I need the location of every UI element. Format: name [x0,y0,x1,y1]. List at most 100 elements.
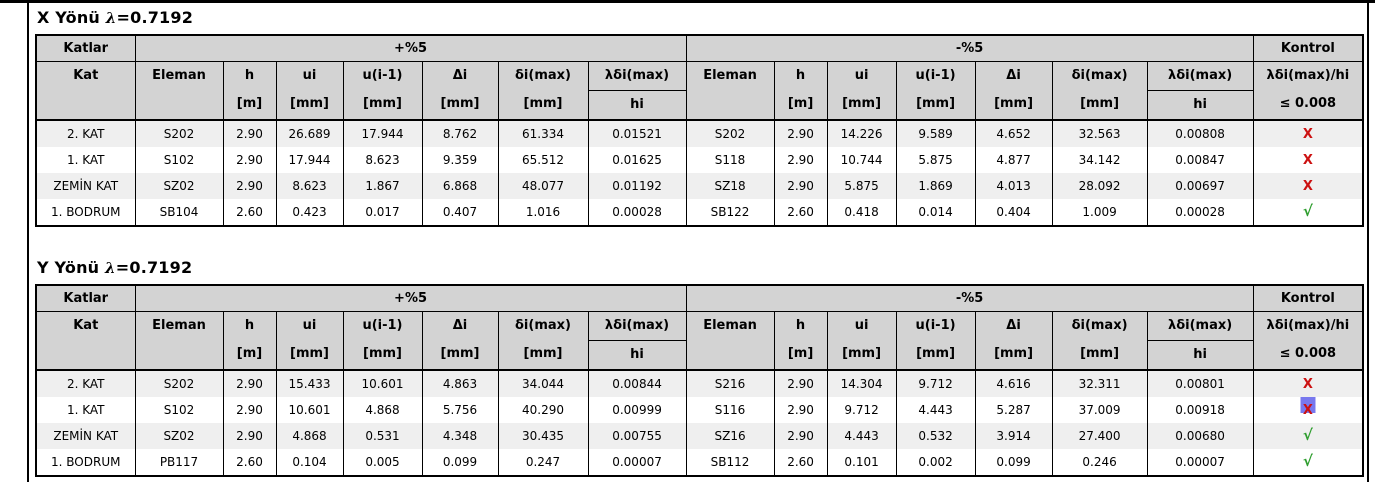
header-uprev-plus: u(i-1) [mm] [342,311,423,371]
value-cell: 0.00999 [587,397,687,423]
header-kat: Kat [35,311,136,371]
header-kontrol: Kontrol [1252,285,1364,312]
value-cell: 4.868 [342,397,423,423]
table-row: 1. KAT S102 2.90 17.944 8.623 9.359 65.5… [35,147,1364,173]
value-cell: 0.247 [497,449,589,476]
kat-cell: ZEMİN KAT [35,173,136,199]
value-cell: 5.756 [421,397,499,423]
kat-cell: 2. KAT [35,120,136,147]
kat-cell: 2. KAT [35,370,136,397]
value-cell: 2.90 [773,120,828,147]
value-cell: 15.433 [275,370,344,397]
value-cell: 2.90 [222,397,277,423]
value-cell: 9.712 [895,370,976,397]
header-ui-plus: ui [mm] [275,311,344,371]
eleman-cell: SB122 [685,199,775,226]
value-cell: 32.311 [1051,370,1148,397]
value-cell: 4.348 [421,423,499,449]
value-cell: 0.017 [342,199,423,226]
value-cell: 27.400 [1051,423,1148,449]
header-katlar: Katlar [35,285,136,312]
kontrol-cell: X [1252,397,1364,423]
header-h-minus: h [m] [773,61,828,121]
table-row: ZEMİN KAT SZ02 2.90 8.623 1.867 6.868 48… [35,173,1364,199]
value-cell: 4.013 [974,173,1053,199]
kat-cell: 1. KAT [35,147,136,173]
value-cell: 0.01625 [587,147,687,173]
header-eleman-minus: Eleman [685,311,775,371]
header-kontrol-formula: λδi(max)/hi ≤ 0.008 [1252,61,1364,121]
value-cell: 5.875 [895,147,976,173]
pass-check-mark: √ [1302,452,1313,470]
header-kontrol-formula: λδi(max)/hi ≤ 0.008 [1252,311,1364,371]
value-cell: 0.00028 [587,199,687,226]
header-ui-minus: ui [mm] [826,61,897,121]
eleman-cell: S102 [134,397,224,423]
header-delta-i-minus: Δi [mm] [974,311,1053,371]
kontrol-cell: X [1252,370,1364,397]
title-value: =0.7192 [116,8,194,27]
value-cell: 0.246 [1051,449,1148,476]
table-row: 1. KAT S102 2.90 10.601 4.868 5.756 40.2… [35,397,1364,423]
value-cell: 6.868 [421,173,499,199]
value-cell: 5.287 [974,397,1053,423]
value-cell: 0.104 [275,449,344,476]
kontrol-cell: √ [1252,423,1364,449]
value-cell: 9.712 [826,397,897,423]
title-value: =0.7192 [115,258,193,277]
value-cell: 2.90 [222,423,277,449]
selection-highlight [1300,397,1316,413]
header-delta-i-max-plus: δi(max) [mm] [497,61,589,121]
header-eleman-plus: Eleman [134,311,224,371]
eleman-cell: SB112 [685,449,775,476]
value-cell: 4.616 [974,370,1053,397]
header-group-plus5: +%5 [134,285,687,312]
table-row: 1. BODRUM SB104 2.60 0.423 0.017 0.407 1… [35,199,1364,226]
table-row: 2. KAT S202 2.90 26.689 17.944 8.762 61.… [35,120,1364,147]
value-cell: 1.867 [342,173,423,199]
header-lambda-fraction-plus: λδi(max) hi [587,311,687,371]
value-cell: 0.00808 [1146,120,1254,147]
value-cell: 61.334 [497,120,589,147]
page-border-left [27,0,29,482]
eleman-cell: PB117 [134,449,224,476]
pass-check-mark: √ [1302,202,1313,220]
kontrol-cell: √ [1252,199,1364,226]
header-delta-i-max-plus: δi(max) [mm] [497,311,589,371]
value-cell: 2.60 [773,449,828,476]
value-cell: 9.359 [421,147,499,173]
value-cell: 37.009 [1051,397,1148,423]
value-cell: 0.00680 [1146,423,1254,449]
value-cell: 8.623 [342,147,423,173]
title-direction: Y Yönü [37,258,100,277]
header-eleman-plus: Eleman [134,61,224,121]
header-ui-plus: ui [mm] [275,61,344,121]
value-cell: 0.418 [826,199,897,226]
value-cell: 26.689 [275,120,344,147]
header-eleman-minus: Eleman [685,61,775,121]
value-cell: 4.863 [421,370,499,397]
page-border-right [1367,0,1369,482]
value-cell: 10.601 [342,370,423,397]
group-header-row: Katlar +%5 -%5 Kontrol [35,35,1364,62]
value-cell: 0.00801 [1146,370,1254,397]
value-cell: 10.744 [826,147,897,173]
value-cell: 0.00918 [1146,397,1254,423]
value-cell: 4.868 [275,423,344,449]
group-header-row: Katlar +%5 -%5 Kontrol [35,285,1364,312]
value-cell: 0.404 [974,199,1053,226]
value-cell: 0.00755 [587,423,687,449]
column-header-row: Kat Eleman h [m] ui [mm] u(i-1) [mm] Δi [mm]… [35,61,1364,121]
value-cell: 0.01192 [587,173,687,199]
header-h-plus: h [m] [222,311,277,371]
table-row: ZEMİN KAT SZ02 2.90 4.868 0.531 4.348 30… [35,423,1364,449]
value-cell: 4.877 [974,147,1053,173]
value-cell: 34.044 [497,370,589,397]
y-direction-table: Katlar +%5 -%5 Kontrol Kat Eleman h [m] u… [35,284,1365,477]
header-uprev-minus: u(i-1) [mm] [895,61,976,121]
fail-x-mark: X [1302,179,1313,194]
value-cell: 8.623 [275,173,344,199]
value-cell: 30.435 [497,423,589,449]
eleman-cell: SZ16 [685,423,775,449]
kontrol-cell: √ [1252,449,1364,476]
